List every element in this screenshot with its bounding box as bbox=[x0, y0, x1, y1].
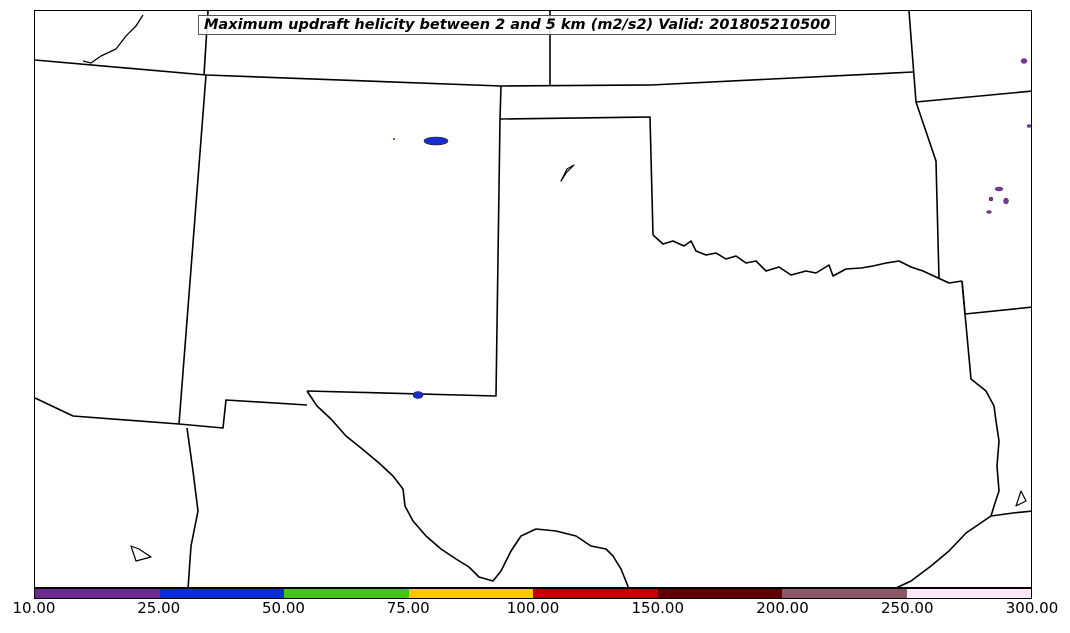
border-utah-arizona bbox=[178, 74, 207, 425]
storm-cell-dot bbox=[393, 138, 395, 140]
colorbar bbox=[34, 588, 1032, 599]
red-river bbox=[652, 234, 963, 284]
border-oklahoma-north bbox=[499, 116, 654, 236]
map-panel bbox=[34, 10, 1032, 588]
colorbar-segment bbox=[906, 589, 1031, 598]
border-missouri bbox=[915, 101, 940, 280]
colorbar-tick-label: 250.00 bbox=[881, 599, 934, 617]
storm-cell-ar3 bbox=[1003, 197, 1009, 205]
storm-cell-ar2 bbox=[988, 196, 994, 202]
coast-fl bbox=[1015, 490, 1027, 507]
storm-cell-ne2 bbox=[1026, 124, 1031, 128]
colorbar-segment bbox=[533, 589, 658, 598]
border-nm-tx bbox=[306, 118, 501, 397]
lake-small bbox=[560, 164, 575, 182]
colorbar-segment bbox=[159, 589, 284, 598]
border-tx-la bbox=[961, 280, 1000, 517]
colorbar-tick-label: 75.00 bbox=[386, 599, 430, 617]
border-north-states bbox=[35, 59, 914, 87]
colorbar-segment bbox=[284, 589, 409, 598]
border-mexico-west bbox=[186, 427, 199, 587]
colorbar-segment bbox=[657, 589, 782, 598]
colorbar-tick-label: 150.00 bbox=[631, 599, 685, 617]
colorbar-segment bbox=[35, 589, 160, 598]
baja-lake bbox=[130, 545, 152, 562]
colorbar-segment bbox=[782, 589, 907, 598]
colorbar-segment bbox=[408, 589, 533, 598]
border-colorado-kansas bbox=[499, 85, 502, 120]
colorbar-tick-label: 200.00 bbox=[756, 599, 809, 617]
storm-cell-ne1 bbox=[1020, 58, 1028, 64]
storm-cell-ar4 bbox=[986, 210, 992, 214]
colorbar-tick-label: 50.00 bbox=[262, 599, 305, 617]
storm-cell-texas bbox=[412, 391, 424, 399]
colorbar-tick-label: 300.00 bbox=[1005, 599, 1059, 617]
storm-cell-colorado bbox=[423, 136, 449, 146]
coast-nw bbox=[82, 14, 144, 64]
map-boundaries bbox=[35, 11, 1031, 587]
border-arkansas-la bbox=[961, 280, 1031, 315]
colorbar-tick-label: 25.00 bbox=[137, 599, 181, 617]
colorbar-tick-label: 100.00 bbox=[506, 599, 560, 617]
border-west bbox=[35, 397, 308, 429]
gulf-coast bbox=[896, 510, 1031, 587]
helicity-cells bbox=[393, 58, 1031, 399]
border-mo-upper bbox=[908, 11, 1031, 103]
map-title: Maximum updraft helicity between 2 and 5… bbox=[198, 15, 837, 35]
rio-grande bbox=[306, 390, 630, 587]
storm-cell-ar1 bbox=[994, 186, 1004, 192]
colorbar-tick-label: 10.00 bbox=[12, 599, 56, 617]
